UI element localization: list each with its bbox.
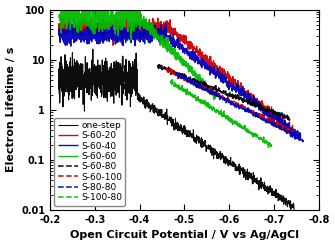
S-60-20	[177, 34, 181, 37]
one-step	[133, 89, 137, 92]
one-step	[57, 88, 61, 91]
S-80-80	[278, 125, 282, 128]
S-60-100	[234, 101, 238, 104]
S-60-20	[289, 133, 293, 136]
S-60-60	[77, 4, 81, 7]
S-60-100	[164, 66, 169, 69]
Line: S-60-20: S-60-20	[59, 15, 294, 134]
S-60-80	[218, 89, 222, 92]
S-60-60	[104, 20, 108, 23]
S-100-80	[218, 112, 222, 115]
S-80-80	[250, 112, 254, 115]
S-80-80	[234, 106, 238, 109]
S-60-40	[61, 32, 65, 35]
S-60-40	[297, 138, 301, 141]
S-60-20	[114, 14, 118, 17]
S-60-80	[288, 117, 292, 120]
S-100-80	[229, 119, 233, 122]
S-60-20	[59, 26, 63, 29]
S-80-80	[174, 73, 178, 76]
S-60-40	[299, 133, 303, 136]
one-step	[167, 119, 171, 122]
Line: S-60-60: S-60-60	[59, 0, 216, 100]
one-step	[261, 184, 265, 187]
S-100-80	[224, 115, 228, 118]
S-60-80	[157, 63, 161, 66]
Legend: one-step, S-60-20, S-60-40, S-60-60, S-60-80, S-60-100, S-80-80, S-100-80: one-step, S-60-20, S-60-40, S-60-60, S-6…	[55, 118, 125, 205]
S-60-60	[57, 13, 61, 16]
S-100-80	[252, 134, 256, 137]
Line: S-80-80: S-80-80	[176, 73, 303, 142]
one-step	[91, 47, 95, 50]
S-60-60	[214, 95, 218, 98]
S-60-80	[219, 91, 223, 94]
S-100-80	[270, 146, 274, 149]
S-80-80	[298, 138, 302, 141]
S-60-100	[289, 129, 293, 132]
one-step	[292, 212, 296, 215]
S-60-100	[165, 66, 169, 69]
S-60-80	[285, 116, 289, 119]
S-60-20	[150, 25, 154, 28]
S-60-100	[241, 106, 245, 109]
S-60-60	[181, 61, 185, 64]
Line: S-60-100: S-60-100	[166, 68, 294, 134]
Line: S-60-40: S-60-40	[59, 22, 301, 140]
S-60-20	[57, 33, 61, 36]
S-60-40	[268, 111, 272, 114]
S-60-60	[212, 98, 216, 101]
S-100-80	[217, 110, 221, 113]
S-80-80	[243, 108, 247, 111]
S-60-40	[174, 41, 178, 44]
Y-axis label: Electron Lifetime / s: Electron Lifetime / s	[6, 47, 15, 172]
S-60-80	[287, 119, 291, 122]
S-60-20	[264, 105, 268, 108]
S-60-80	[155, 65, 159, 68]
S-60-60	[195, 74, 199, 77]
S-60-80	[264, 110, 268, 113]
Line: S-100-80: S-100-80	[171, 80, 272, 147]
S-60-40	[146, 27, 150, 30]
S-60-100	[269, 120, 273, 123]
S-60-40	[59, 30, 63, 33]
S-60-60	[175, 55, 179, 58]
S-80-80	[301, 140, 305, 143]
one-step	[60, 92, 64, 94]
S-60-20	[191, 45, 195, 48]
S-80-80	[235, 104, 239, 107]
S-60-20	[61, 27, 65, 30]
S-60-40	[57, 33, 61, 36]
Line: one-step: one-step	[59, 49, 294, 213]
S-100-80	[267, 141, 271, 144]
S-60-20	[292, 130, 296, 133]
S-60-80	[234, 94, 239, 97]
one-step	[181, 125, 185, 128]
S-80-80	[174, 71, 178, 74]
S-60-40	[142, 21, 146, 24]
S-100-80	[170, 78, 174, 81]
S-60-60	[135, 4, 139, 7]
X-axis label: Open Circuit Potential / V vs Ag/AgCl: Open Circuit Potential / V vs Ag/AgCl	[70, 231, 299, 240]
S-60-40	[188, 50, 192, 53]
S-60-80	[227, 92, 231, 95]
S-100-80	[169, 79, 173, 82]
S-60-100	[226, 98, 230, 101]
Line: S-60-80: S-60-80	[157, 65, 290, 121]
S-80-80	[301, 138, 305, 141]
one-step	[58, 84, 62, 87]
S-60-100	[292, 130, 296, 133]
S-60-100	[225, 100, 229, 103]
S-60-100	[288, 133, 292, 136]
